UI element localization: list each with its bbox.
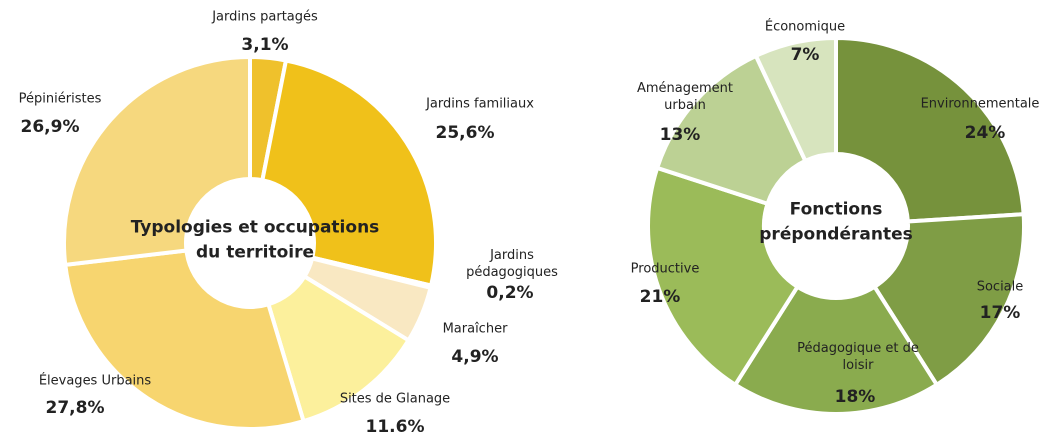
category-label: Sociale <box>976 279 1024 295</box>
category-label: Jardins pédagogiques <box>466 248 558 280</box>
category-label: Pédagogique et de loisir <box>797 341 919 373</box>
donut-segment <box>646 165 801 388</box>
donut-segment <box>62 54 252 268</box>
value-label: 27,8% <box>45 397 105 418</box>
value-label: 24% <box>964 122 1006 143</box>
category-label: Maraîcher <box>442 321 508 337</box>
value-label: 13% <box>659 124 701 145</box>
donut-segment <box>63 248 307 431</box>
chart-title: Fonctions <box>789 199 883 220</box>
category-label: Jardins partagés <box>212 9 318 25</box>
value-label: 11.6% <box>365 416 425 434</box>
donut-segment <box>265 273 412 424</box>
donut-segment <box>260 58 438 288</box>
chart-title: Typologies et occupations <box>130 217 380 238</box>
category-label: Sites de Glanage <box>339 391 451 407</box>
value-label: 21% <box>639 286 681 307</box>
value-label: 4,9% <box>451 346 499 367</box>
value-label: 18% <box>834 386 876 407</box>
value-label: 25,6% <box>435 122 495 143</box>
value-label: 7% <box>790 44 820 65</box>
category-label: Pépiniéristes <box>18 91 102 107</box>
category-label: Environnementale <box>920 96 1040 112</box>
value-label: 26,9% <box>20 116 80 137</box>
category-label: Productive <box>630 261 700 277</box>
chart-title: du territoire <box>196 242 314 263</box>
category-label: Économique <box>764 19 846 35</box>
chart-title: prépondérantes <box>759 224 913 245</box>
category-label: Élevages Urbains <box>38 373 152 389</box>
value-label: 17% <box>979 302 1021 323</box>
donut-segment <box>654 53 809 207</box>
donut-segment <box>753 35 838 164</box>
category-label: Aménagement urbain <box>636 81 733 113</box>
donut-segment <box>732 284 940 416</box>
category-label: Jardins familiaux <box>426 96 534 112</box>
value-label: 0,2% <box>486 282 534 303</box>
donut-segment <box>834 35 1026 224</box>
value-label: 3,1% <box>241 34 289 55</box>
